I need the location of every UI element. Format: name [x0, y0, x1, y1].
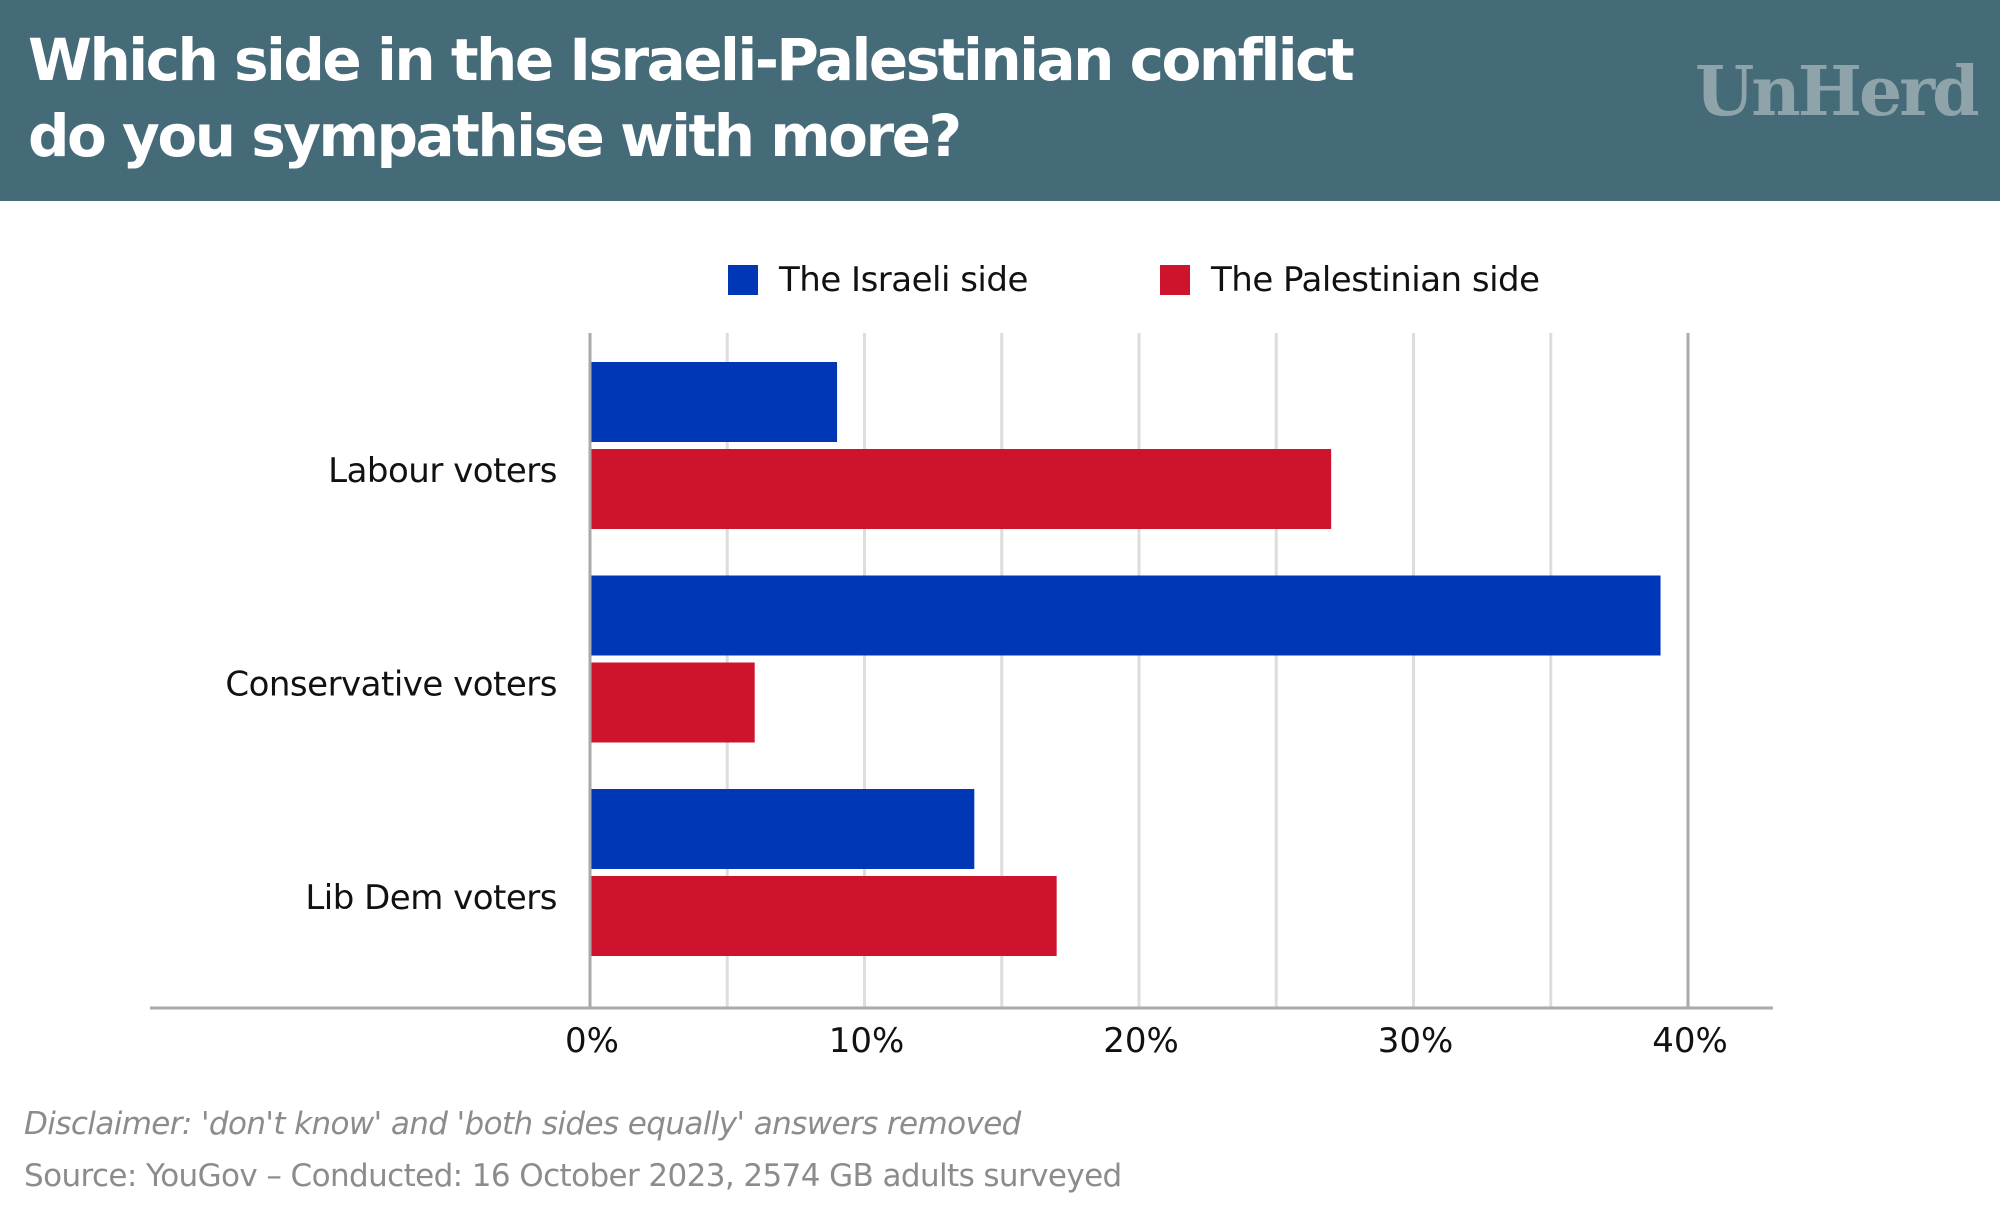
x-tick-label: 10%: [829, 1021, 905, 1061]
bar-lib-dem-voters-palestinian: [590, 876, 1057, 956]
category-label: Labour voters: [328, 451, 557, 491]
category-labels: Labour voters Conservative voters Lib Dem …: [225, 451, 557, 918]
bar-labour-voters-palestinian: [590, 449, 1332, 529]
legend-item-israeli: The Israeli side: [728, 260, 1028, 300]
chart-title-line-2: do you sympathise with more?: [28, 102, 962, 170]
bar-conservative-voters-israeli: [590, 575, 1661, 656]
unherd-logo: UnHerd: [1695, 52, 1980, 132]
x-tick-label: 20%: [1103, 1021, 1179, 1061]
category-label: Lib Dem voters: [305, 878, 557, 918]
axes: [150, 333, 1773, 1010]
x-tick-label: 0%: [565, 1021, 619, 1061]
legend-label-palestinian: The Palestinian side: [1211, 260, 1540, 300]
x-tick-label: 40%: [1652, 1021, 1728, 1061]
bar-labour-voters-israeli: [590, 362, 838, 442]
tick-labels: 0% 10% 20% 30% 40%: [565, 1021, 1728, 1061]
legend-label-israeli: The Israeli side: [779, 260, 1028, 300]
bars: [590, 362, 1661, 956]
disclaimer-note: Disclaimer: 'don't know' and 'both sides…: [24, 1106, 1021, 1142]
x-tick-label: 30%: [1378, 1021, 1454, 1061]
source-note: Source: YouGov – Conducted: 16 October 2…: [24, 1158, 1122, 1194]
bar-conservative-voters-palestinian: [590, 662, 755, 743]
legend-item-palestinian: The Palestinian side: [1160, 260, 1540, 300]
legend-swatch-israeli: [728, 265, 758, 295]
legend-swatch-palestinian: [1160, 265, 1190, 295]
chart-title-line-1: Which side in the Israeli-Palestinian co…: [28, 26, 1355, 94]
header-banner: Which side in the Israeli-Palestinian co…: [0, 0, 2000, 201]
category-label: Conservative voters: [225, 665, 557, 705]
chart-title: Which side in the Israeli-Palestinian co…: [28, 22, 1428, 174]
bar-lib-dem-voters-israeli: [590, 789, 975, 869]
